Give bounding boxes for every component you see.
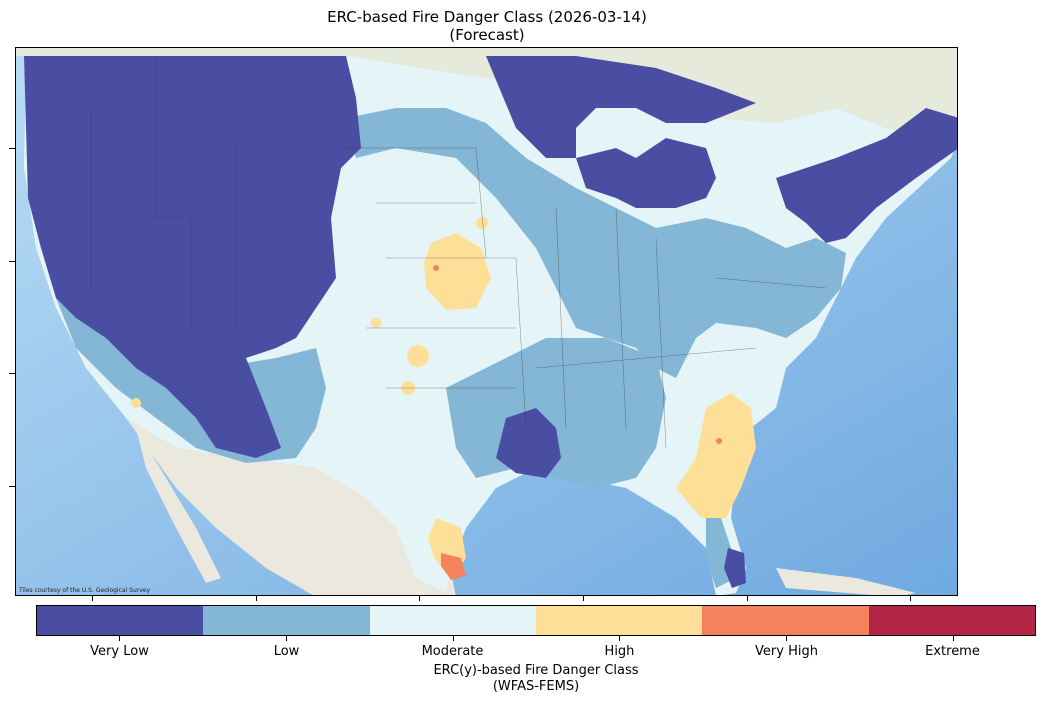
x-tick: [92, 596, 93, 601]
colorbar-tick: [453, 636, 454, 641]
title-line-1: ERC-based Fire Danger Class (2026-03-14): [327, 8, 647, 26]
y-tick: [9, 148, 15, 149]
class-region-very-low: [576, 138, 716, 208]
colorbar-title-line-2: (WFAS-FEMS): [492, 679, 580, 694]
class-region-very-high: [716, 438, 722, 444]
colorbar-title-line-1: ERC(y)-based Fire Danger Class: [433, 663, 639, 678]
class-region-very-low: [724, 548, 746, 588]
colorbar-label-high: High: [604, 644, 635, 659]
class-region-very-low: [496, 408, 561, 478]
cuba-bahamas: [776, 568, 916, 595]
class-region-very-low: [24, 56, 361, 458]
colorbar-segment-high: [535, 606, 703, 635]
colorbar-segment-extreme: [868, 606, 1035, 635]
baja-land: [136, 428, 221, 583]
y-tick: [9, 486, 15, 487]
x-tick: [747, 596, 748, 601]
colorbar-segment-very-high: [702, 606, 869, 635]
class-region-high: [371, 318, 381, 328]
class-region-high: [476, 217, 488, 229]
class-region-high: [424, 233, 491, 310]
class-region-high: [131, 398, 141, 408]
colorbar-tick: [119, 636, 120, 641]
state-boundaries: [90, 56, 827, 449]
class-region-very-high: [441, 553, 466, 580]
map-panel[interactable]: [15, 47, 958, 596]
x-tick: [256, 596, 257, 601]
colorbar-tick: [619, 636, 620, 641]
y-tick: [9, 261, 15, 262]
colorbar: [36, 605, 1036, 636]
colorbar-label-very-high: Very High: [755, 644, 818, 659]
map-attribution: Tiles courtesy of the U.S. Geological Su…: [19, 587, 151, 594]
colorbar-segment-very-low: [37, 606, 204, 635]
y-tick: [9, 373, 15, 374]
class-region-very-low: [486, 56, 756, 158]
class-region-high: [676, 393, 756, 518]
colorbar-segment-moderate: [369, 606, 536, 635]
class-region-low: [346, 108, 846, 378]
colorbar-label-low: Low: [273, 644, 300, 659]
x-tick: [910, 596, 911, 601]
colorbar-label-moderate: Moderate: [421, 644, 484, 659]
title-line-2: (Forecast): [449, 26, 525, 44]
colorbar-tick: [786, 636, 787, 641]
x-tick: [419, 596, 420, 601]
class-region-high: [407, 345, 429, 367]
colorbar-tick: [286, 636, 287, 641]
x-tick: [583, 596, 584, 601]
class-region-very-low: [776, 108, 957, 243]
mexico-land: [126, 418, 456, 595]
fire-danger-map: [16, 48, 957, 595]
colorbar-title: ERC(y)-based Fire Danger Class (WFAS-FEM…: [36, 663, 1036, 695]
class-region-very-high: [433, 265, 439, 271]
colorbar-label-extreme: Extreme: [925, 644, 980, 659]
colorbar-label-very-low: Very Low: [90, 644, 149, 659]
colorbar-tick: [953, 636, 954, 641]
colorbar-segment-low: [203, 606, 370, 635]
chart-title: ERC-based Fire Danger Class (2026-03-14)…: [0, 8, 974, 44]
